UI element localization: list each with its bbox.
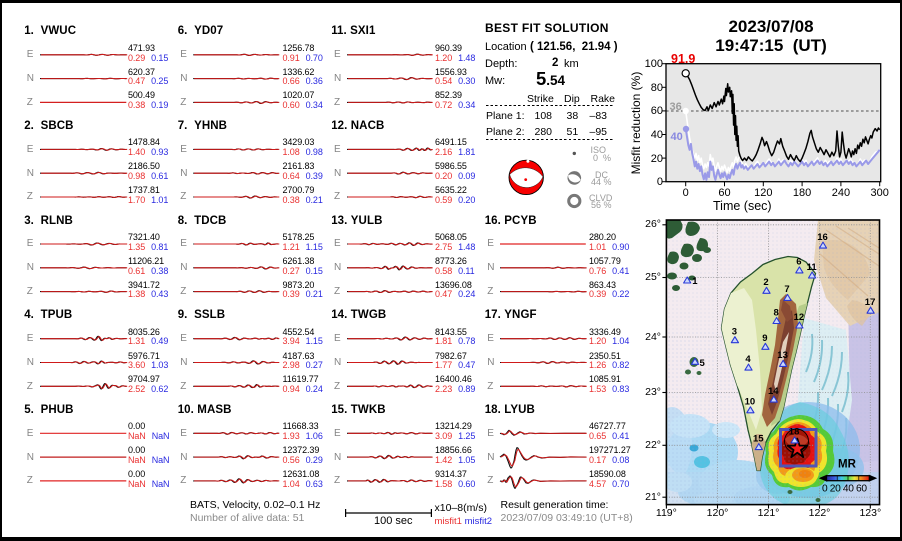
svg-text:2: 2: [763, 277, 768, 288]
svg-text:17: 17: [865, 297, 876, 308]
svg-text:12: 12: [794, 312, 805, 323]
svg-text:9: 9: [762, 333, 767, 344]
svg-text:0 20 40 60: 0 20 40 60: [822, 483, 867, 494]
svg-text:3: 3: [732, 327, 737, 338]
svg-text:1: 1: [692, 276, 698, 287]
svg-text:18: 18: [789, 427, 800, 438]
svg-text:16: 16: [817, 232, 828, 243]
svg-text:6: 6: [796, 257, 801, 268]
svg-text:10: 10: [745, 397, 756, 408]
svg-text:14: 14: [768, 386, 779, 397]
svg-text:15: 15: [753, 433, 764, 444]
svg-text:13: 13: [777, 350, 788, 361]
svg-text:5: 5: [700, 358, 706, 369]
svg-text:7: 7: [784, 284, 789, 295]
svg-text:MR: MR: [838, 459, 857, 471]
svg-text:4: 4: [745, 354, 751, 365]
svg-text:11: 11: [807, 262, 818, 273]
svg-text:8: 8: [773, 307, 778, 318]
